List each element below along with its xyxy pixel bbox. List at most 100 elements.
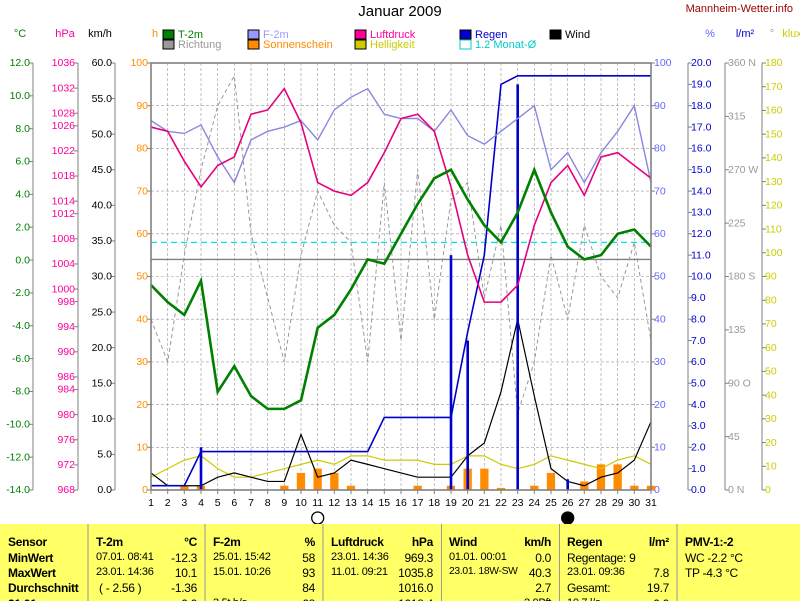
svg-text:140: 140 [765, 152, 783, 164]
svg-text:4: 4 [198, 497, 204, 509]
svg-text:45.0: 45.0 [92, 164, 113, 176]
svg-text:6.0: 6.0 [691, 356, 706, 368]
svg-text:1032: 1032 [52, 82, 76, 94]
svg-text:170: 170 [765, 81, 783, 93]
svg-text:-10.0: -10.0 [6, 419, 30, 431]
svg-text:5: 5 [215, 497, 221, 509]
svg-text:100: 100 [765, 247, 783, 259]
svg-text:3: 3 [181, 497, 187, 509]
svg-text:50: 50 [654, 271, 666, 283]
svg-text:994: 994 [57, 321, 75, 333]
svg-text:7: 7 [248, 497, 254, 509]
svg-text:40: 40 [765, 389, 777, 401]
svg-text:20.0: 20.0 [92, 342, 113, 354]
svg-text:Wind: Wind [565, 29, 590, 41]
svg-text:29: 29 [612, 497, 624, 509]
svg-text:-2.0: -2.0 [12, 287, 30, 299]
svg-text:8.0: 8.0 [15, 123, 30, 135]
svg-text:225: 225 [728, 217, 746, 229]
svg-text:80: 80 [654, 143, 666, 155]
svg-text:50.0: 50.0 [92, 128, 113, 140]
svg-text:°: ° [770, 28, 774, 40]
svg-text:17: 17 [412, 497, 424, 509]
svg-text:2.0: 2.0 [691, 442, 706, 454]
svg-text:360 N: 360 N [728, 57, 756, 69]
svg-text:12: 12 [328, 497, 340, 509]
svg-text:-6.0: -6.0 [12, 353, 30, 365]
svg-text:1022: 1022 [52, 145, 76, 157]
svg-text:270 W: 270 W [728, 164, 758, 176]
svg-text:4.0: 4.0 [691, 399, 706, 411]
svg-text:972: 972 [57, 459, 75, 471]
svg-text:1000: 1000 [52, 283, 76, 295]
svg-text:30.0: 30.0 [92, 271, 113, 283]
svg-text:1036: 1036 [52, 57, 76, 69]
svg-text:90: 90 [765, 271, 777, 283]
svg-text:60: 60 [765, 342, 777, 354]
svg-text:Januar 2009: Januar 2009 [358, 3, 441, 20]
svg-text:976: 976 [57, 434, 75, 446]
svg-text:135: 135 [728, 324, 746, 336]
svg-text:11.0: 11.0 [691, 249, 711, 261]
svg-text:1.0: 1.0 [691, 463, 706, 475]
svg-text:31: 31 [645, 497, 657, 509]
svg-text:18: 18 [428, 497, 440, 509]
svg-text:21: 21 [478, 497, 490, 509]
svg-text:15.0: 15.0 [92, 377, 113, 389]
svg-text:25.0: 25.0 [92, 306, 113, 318]
svg-text:0 N: 0 N [728, 484, 744, 496]
svg-text:-4.0: -4.0 [12, 320, 30, 332]
svg-text:10.0: 10.0 [691, 271, 712, 283]
svg-text:7.0: 7.0 [691, 335, 706, 347]
svg-text:9: 9 [281, 497, 287, 509]
svg-text:15: 15 [378, 497, 390, 509]
svg-text:90: 90 [654, 100, 666, 112]
svg-text:30: 30 [628, 497, 640, 509]
svg-text:0.0: 0.0 [15, 254, 30, 266]
svg-text:0.0: 0.0 [691, 484, 706, 496]
svg-text:1.2 Monat-Ø: 1.2 Monat-Ø [475, 39, 537, 51]
svg-text:0.0: 0.0 [97, 484, 112, 496]
svg-text:10: 10 [654, 442, 666, 454]
svg-text:-8.0: -8.0 [12, 386, 30, 398]
svg-text:8.0: 8.0 [691, 313, 706, 325]
svg-text:10: 10 [136, 442, 148, 454]
svg-text:16.0: 16.0 [691, 143, 712, 155]
svg-text:968: 968 [57, 484, 75, 496]
svg-text:Helligkeit: Helligkeit [370, 39, 415, 51]
svg-text:27: 27 [578, 497, 590, 509]
svg-text:20: 20 [462, 497, 474, 509]
svg-text:55.0: 55.0 [92, 93, 113, 105]
svg-text:16: 16 [395, 497, 407, 509]
svg-text:984: 984 [57, 384, 75, 396]
svg-text:40.0: 40.0 [92, 200, 113, 212]
svg-text:l/m²: l/m² [736, 28, 755, 40]
svg-text:22: 22 [495, 497, 507, 509]
svg-text:3.0: 3.0 [691, 420, 706, 432]
svg-text:14.0: 14.0 [691, 185, 712, 197]
svg-text:160: 160 [765, 105, 783, 117]
svg-text:km/h: km/h [88, 28, 112, 40]
svg-text:30: 30 [654, 356, 666, 368]
svg-text:13: 13 [345, 497, 357, 509]
svg-text:2: 2 [165, 497, 171, 509]
svg-text:13.0: 13.0 [691, 207, 712, 219]
svg-text:315: 315 [728, 111, 746, 123]
svg-text:-12.0: -12.0 [6, 451, 30, 463]
svg-text:40: 40 [136, 313, 148, 325]
svg-text:100: 100 [130, 57, 148, 69]
svg-text:°C: °C [14, 28, 26, 40]
svg-text:15.0: 15.0 [691, 164, 712, 176]
svg-text:130: 130 [765, 176, 783, 188]
svg-text:20: 20 [765, 437, 777, 449]
svg-text:10.0: 10.0 [92, 413, 113, 425]
svg-text:986: 986 [57, 371, 75, 383]
svg-text:990: 990 [57, 346, 75, 358]
svg-text:150: 150 [765, 128, 783, 140]
svg-text:110: 110 [765, 223, 782, 235]
svg-text:0: 0 [142, 484, 148, 496]
svg-text:1012: 1012 [52, 208, 76, 220]
svg-text:19: 19 [445, 497, 457, 509]
svg-text:100: 100 [654, 57, 672, 69]
svg-text:Richtung: Richtung [178, 39, 221, 51]
